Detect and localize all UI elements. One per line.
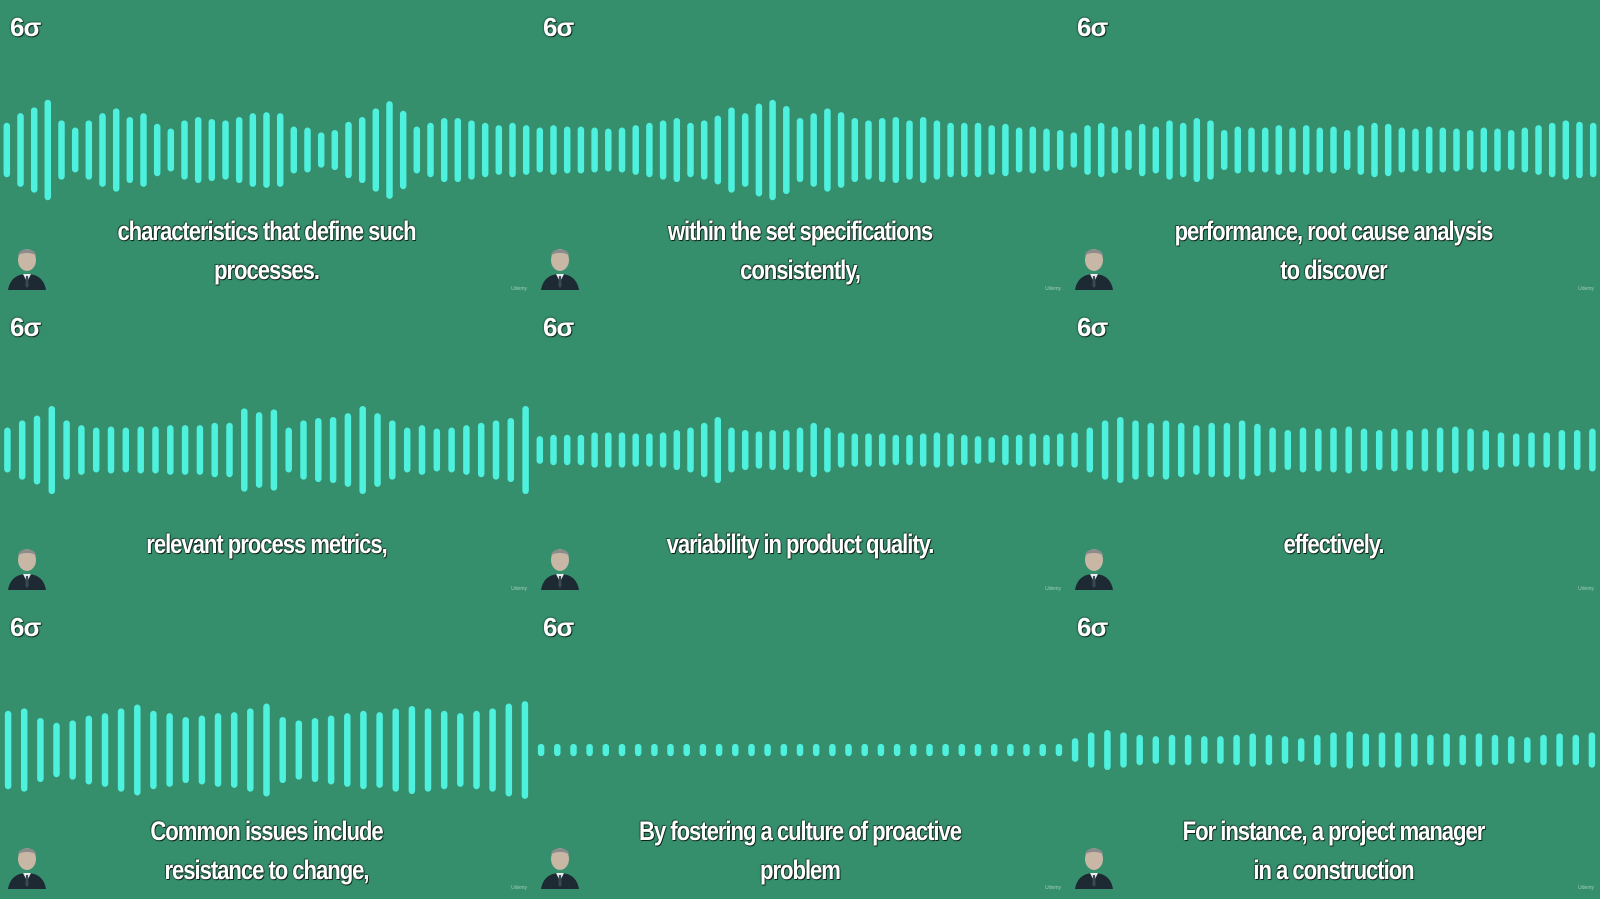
video-tile-8[interactable]: 6σ By fostering a culture of proactive p… <box>533 600 1067 899</box>
subtitle-caption: within the set specifications consistent… <box>667 216 933 285</box>
presenter-avatar-icon <box>1075 848 1113 889</box>
six-sigma-logo: 6σ <box>10 312 41 342</box>
six-sigma-logo: 6σ <box>10 12 41 42</box>
presenter-avatar-icon <box>541 249 579 290</box>
six-sigma-logo: 6σ <box>1077 12 1108 42</box>
video-tile-5[interactable]: 6σ variability in product quality. Udemy <box>533 300 1067 600</box>
udemy-watermark: Udemy <box>1578 885 1594 891</box>
subtitle-caption: For instance, a project manager in a con… <box>1182 816 1486 885</box>
six-sigma-logo: 6σ <box>1077 312 1108 342</box>
udemy-watermark: Udemy <box>1045 286 1061 292</box>
presenter-avatar-icon <box>1075 249 1113 290</box>
video-tile-4[interactable]: 6σ relevant process metrics, Udemy <box>0 300 533 600</box>
video-tile-6[interactable]: 6σ effectively. Udemy <box>1067 300 1600 600</box>
audio-waveform <box>4 405 529 495</box>
subtitle-caption: By fostering a culture of proactive prob… <box>639 816 962 885</box>
presenter-avatar-icon <box>1075 549 1113 590</box>
presenter-avatar-icon <box>8 249 46 290</box>
video-tile-7[interactable]: 6σ Common issues include resistance to c… <box>0 600 533 899</box>
six-sigma-logo: 6σ <box>543 312 574 342</box>
audio-waveform <box>3 99 530 201</box>
udemy-watermark: Udemy <box>1578 286 1594 292</box>
audio-waveform <box>1071 729 1596 771</box>
video-tile-1[interactable]: 6σ characteristics that define such proc… <box>0 0 533 300</box>
six-sigma-logo: 6σ <box>543 612 574 642</box>
audio-waveform <box>1071 416 1596 484</box>
subtitle-caption: variability in product quality. <box>666 529 935 559</box>
audio-waveform <box>537 743 1063 757</box>
subtitle-caption: relevant process metrics, <box>146 529 387 559</box>
video-tile-3[interactable]: 6σ performance, root cause analysis to d… <box>1067 0 1600 300</box>
presenter-avatar-icon <box>541 848 579 889</box>
udemy-watermark: Udemy <box>1045 586 1061 592</box>
presenter-avatar-icon <box>541 549 579 590</box>
udemy-watermark: Udemy <box>511 885 527 891</box>
audio-waveform <box>536 416 1064 484</box>
video-tile-2[interactable]: 6σ within the set specifications consist… <box>533 0 1067 300</box>
udemy-watermark: Udemy <box>511 286 527 292</box>
six-sigma-logo: 6σ <box>1077 612 1108 642</box>
udemy-watermark: Udemy <box>511 586 527 592</box>
audio-waveform <box>4 701 529 799</box>
six-sigma-logo: 6σ <box>543 12 574 42</box>
presenter-avatar-icon <box>8 848 46 889</box>
audio-waveform <box>536 99 1064 201</box>
subtitle-caption: effectively. <box>1283 529 1384 559</box>
presenter-avatar-icon <box>8 549 46 590</box>
subtitle-caption: Common issues include resistance to chan… <box>150 816 383 885</box>
subtitle-caption: performance, root cause analysis to disc… <box>1174 216 1494 285</box>
video-tile-9[interactable]: 6σ For instance, a project manager in a … <box>1067 600 1600 899</box>
subtitle-caption: characteristics that define such process… <box>117 216 416 285</box>
six-sigma-logo: 6σ <box>10 612 41 642</box>
udemy-watermark: Udemy <box>1578 586 1594 592</box>
udemy-watermark: Udemy <box>1045 885 1061 891</box>
audio-waveform <box>1070 117 1597 183</box>
